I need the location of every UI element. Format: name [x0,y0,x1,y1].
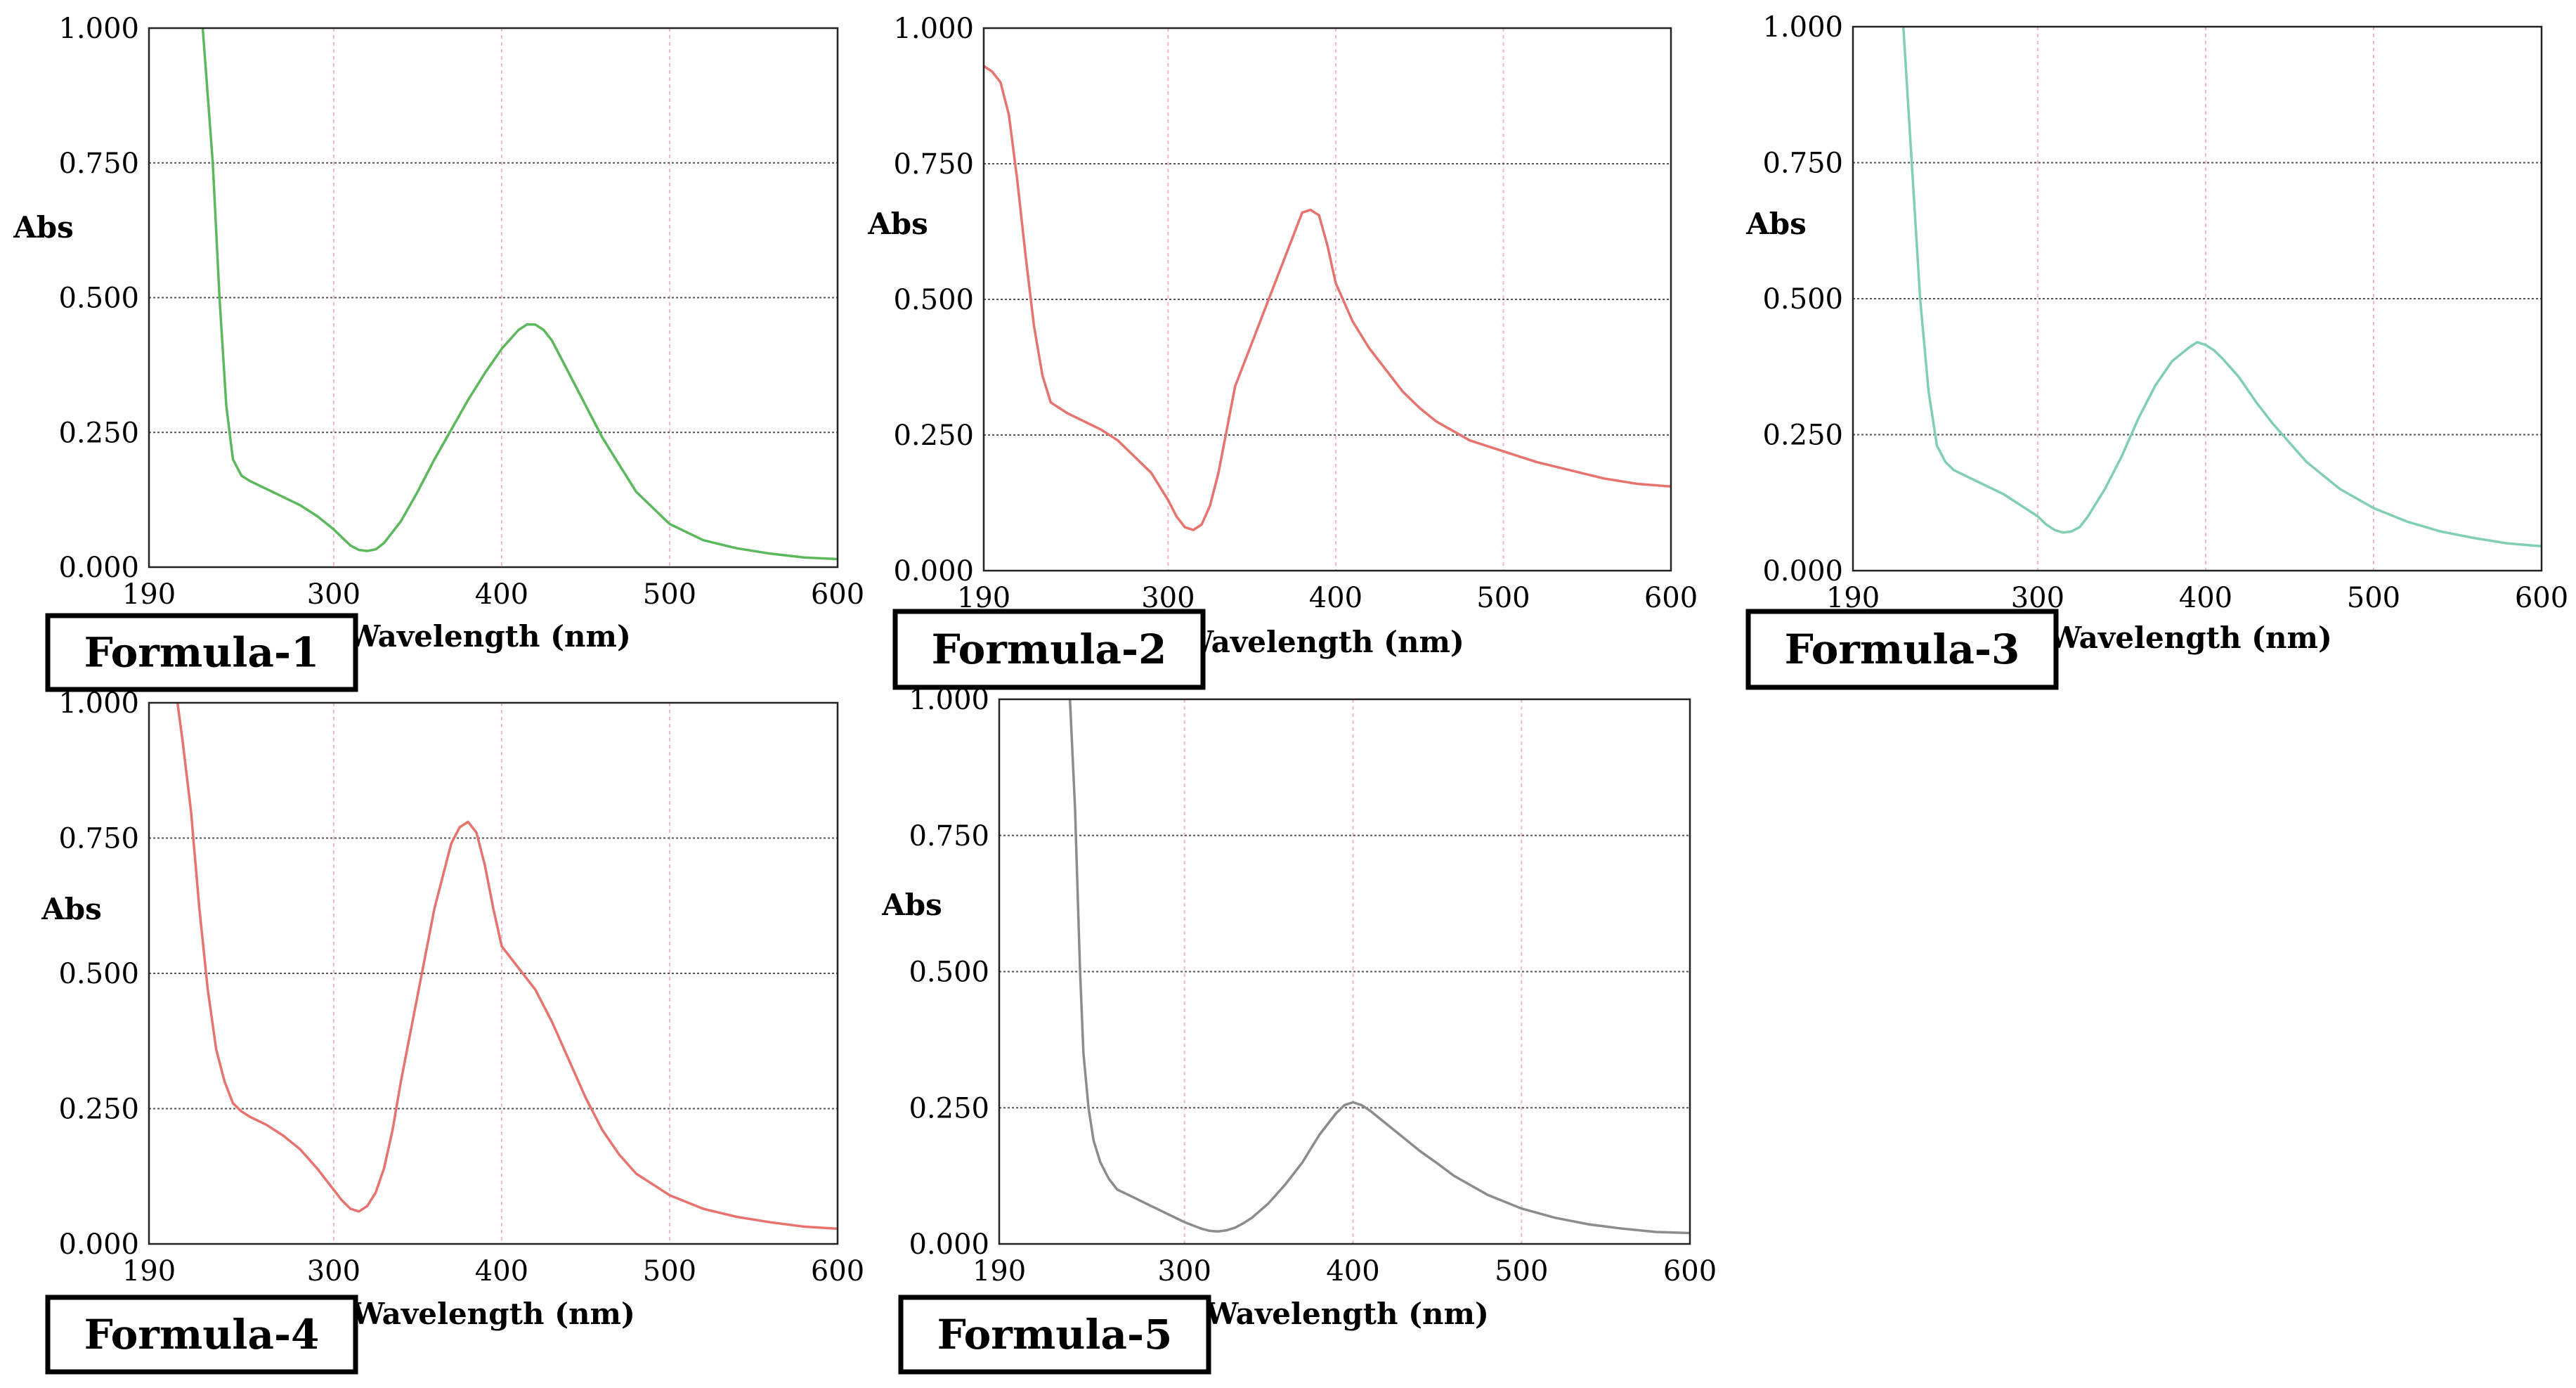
y-tick-label: 1.000 [1762,11,1843,44]
y-tick-label: 0.250 [1762,420,1843,452]
formula-label: Formula-1 [84,629,320,677]
plot-frame [998,698,1691,1245]
chart-panel-3: 0.000 0.250 0.500 0.750 1.000 190 300 400 500 600… [1745,11,2568,690]
y-tick-label: 0.250 [58,417,139,449]
y-axis-label: Abs [881,888,942,922]
x-tick-label: 190 [972,1255,1026,1288]
x-tick-label: 300 [1158,1255,1211,1288]
formula-label-box [898,1295,1211,1375]
x-axis-label: Wavelength (nm) [1180,625,1464,659]
spectrum-line [1901,27,2542,547]
x-tick-label: 190 [957,582,1010,614]
plot-frame [148,27,839,569]
x-tick-label: 300 [1141,582,1195,614]
x-axis-label: Wavelength (nm) [1204,1297,1489,1331]
y-tick-label: 0.250 [893,420,974,452]
formula-label: Formula-4 [84,1311,320,1358]
formula-label-box [45,1295,358,1375]
y-tick-label: 0.500 [58,283,139,315]
y-axis-label: Abs [13,210,74,245]
y-tick-label: 0.750 [893,148,974,181]
x-tick-label: 400 [475,578,528,611]
plot-frame [1852,25,2543,572]
y-tick-label: 0.750 [58,823,139,855]
y-tick-label: 1.000 [909,684,989,716]
x-tick-label: 500 [643,1255,696,1288]
x-tick-label: 500 [643,578,696,611]
formula-label-box [1745,609,2059,690]
y-tick-label: 0.500 [893,284,974,316]
spectrum-line [201,28,838,561]
x-tick-label: 500 [1495,1255,1548,1288]
formula-label: Formula-2 [932,625,1167,673]
x-tick-label: 300 [307,578,360,611]
y-tick-label: 0.750 [909,820,989,852]
x-axis-label: Wavelength (nm) [2048,621,2332,655]
y-tick-label: 0.750 [58,148,139,180]
y-tick-label: 0.000 [1762,555,1843,588]
y-axis-label: Abs [1745,207,1807,241]
y-tick-label: 0.000 [58,552,139,584]
x-tick-label: 600 [1644,582,1698,614]
chart-panel-4: 0.000 0.250 0.500 0.750 1.000 190 300 400 500 600… [41,687,864,1375]
formula-label-box [892,609,1206,690]
chart-panel-1: 0.000 0.250 0.500 0.750 1.000 190 300 400 500 600… [13,13,864,692]
y-tick-label: 1.000 [58,687,139,720]
y-tick-label: 0.250 [58,1094,139,1126]
y-tick-label: 0.000 [893,555,974,588]
x-tick-label: 400 [1326,1255,1379,1288]
x-tick-label: 400 [475,1255,528,1288]
x-tick-label: 500 [2347,582,2400,614]
x-axis-label: Wavelength (nm) [346,619,631,654]
x-tick-label: 300 [2011,582,2064,614]
y-tick-label: 0.250 [909,1092,989,1124]
x-tick-label: 190 [122,1255,176,1288]
x-tick-label: 190 [1826,582,1880,614]
formula-label-box [45,613,358,692]
spectrum-line [1068,699,1690,1235]
y-tick-label: 0.000 [58,1228,139,1261]
y-axis-label: Abs [867,207,928,241]
y-tick-label: 1.000 [58,13,139,45]
x-tick-label: 600 [2515,582,2568,614]
formula-label: Formula-5 [937,1311,1173,1358]
y-tick-label: 0.500 [909,956,989,989]
x-tick-label: 190 [122,578,176,611]
plot-frame [982,27,1672,572]
x-tick-label: 600 [811,578,864,611]
x-tick-label: 500 [1476,582,1530,614]
y-axis-label: Abs [41,892,102,926]
plot-frame [148,701,839,1245]
chart-panel-5: 0.000 0.250 0.500 0.750 1.000 190 300 400 500 600… [881,684,1717,1375]
y-tick-label: 0.500 [58,958,139,990]
spectrum-line [984,65,1671,531]
y-tick-label: 0.750 [1762,148,1843,180]
x-tick-label: 400 [1309,582,1362,614]
x-axis-label: Wavelength (nm) [351,1297,635,1331]
chart-panel-2: 0.000 0.250 0.500 0.750 1.000 190 300 400 500 600… [867,13,1698,690]
formula-label: Formula-3 [1785,625,2020,673]
y-tick-label: 0.000 [909,1228,989,1261]
y-tick-label: 1.000 [893,13,974,45]
x-tick-label: 600 [1663,1255,1717,1288]
x-tick-label: 400 [2179,582,2232,614]
y-tick-label: 0.500 [1762,283,1843,316]
spectrum-line [176,703,838,1231]
x-tick-label: 300 [307,1255,360,1288]
x-tick-label: 600 [811,1255,864,1288]
